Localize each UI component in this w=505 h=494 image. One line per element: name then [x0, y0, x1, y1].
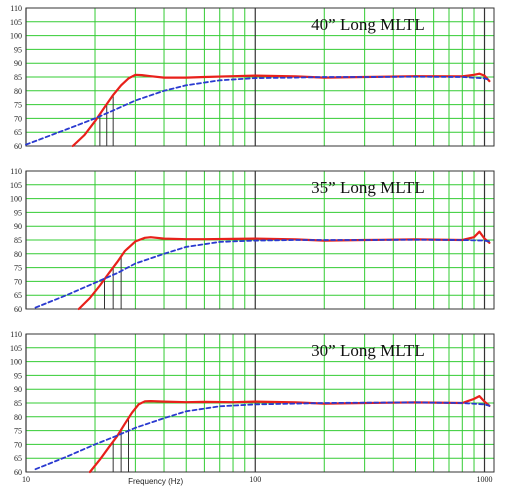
y-tick-label: 85 [14, 73, 22, 82]
y-tick-label: 60 [14, 305, 22, 314]
x-tick-label: 100 [249, 475, 261, 484]
y-tick-label: 110 [10, 4, 22, 13]
y-tick-label: 75 [14, 264, 22, 273]
panel-title-35in: 35” Long MLTL [311, 178, 425, 197]
y-tick-label: 70 [14, 114, 22, 123]
y-tick-label: 60 [14, 142, 22, 151]
x-tick-label: 10 [22, 475, 30, 484]
y-tick-label: 80 [14, 250, 22, 259]
y-tick-label: 65 [14, 454, 22, 463]
x-axis-label: Frequency (Hz) [128, 477, 183, 486]
chart-panel-30in: 60 65 70 75 80 85 90 95 100 105 110 30” Long MLTL 10… [10, 330, 495, 486]
y-tick-label: 80 [14, 87, 22, 96]
y-tick-label: 90 [14, 385, 22, 394]
dashed-series-line-35in [34, 238, 491, 309]
x-tick-label: 1000 [477, 475, 493, 484]
y-tick-label: 85 [14, 399, 22, 408]
y-tick-label: 100 [10, 32, 22, 41]
y-tick-label: 95 [14, 45, 22, 54]
y-tick-label: 70 [14, 440, 22, 449]
y-tick-label: 100 [10, 195, 22, 204]
y-tick-label: 85 [14, 236, 22, 245]
y-tick-label: 70 [14, 277, 22, 286]
plot-frame-35in [25, 170, 495, 310]
y-tick-label: 65 [14, 291, 22, 300]
y-tick-label: 110 [10, 330, 22, 339]
y-tick-label: 105 [10, 18, 22, 27]
panel-title-40in: 40” Long MLTL [311, 15, 425, 34]
y-tick-label: 100 [10, 358, 22, 367]
y-tick-label: 90 [14, 59, 22, 68]
chart-panel-40in: 60 65 70 75 80 85 90 95 100 105 110 40” Long MLTL [10, 4, 495, 151]
dashed-series-line-40in [25, 75, 491, 146]
y-tick-label: 95 [14, 371, 22, 380]
y-tick-label: 75 [14, 101, 22, 110]
y-tick-label: 105 [10, 181, 22, 190]
plot-frame-40in [25, 7, 495, 147]
solid-series-line-35in [77, 230, 491, 311]
y-tick-label: 90 [14, 222, 22, 231]
y-tick-label: 65 [14, 128, 22, 137]
solid-series-line-40in [71, 72, 491, 148]
panel-title-30in: 30” Long MLTL [311, 341, 425, 360]
chart-panel-35in: 60 65 70 75 80 85 90 95 100 105 110 35” Long MLTL [10, 167, 495, 314]
plot-frame-30in [25, 333, 495, 473]
dashed-series-line-30in [34, 401, 491, 471]
y-tick-label: 60 [14, 468, 22, 477]
y-tick-label: 95 [14, 208, 22, 217]
solid-series-line-30in [88, 395, 491, 474]
y-tick-label: 75 [14, 427, 22, 436]
y-tick-label: 110 [10, 167, 22, 176]
y-tick-label: 105 [10, 344, 22, 353]
y-tick-label: 80 [14, 413, 22, 422]
